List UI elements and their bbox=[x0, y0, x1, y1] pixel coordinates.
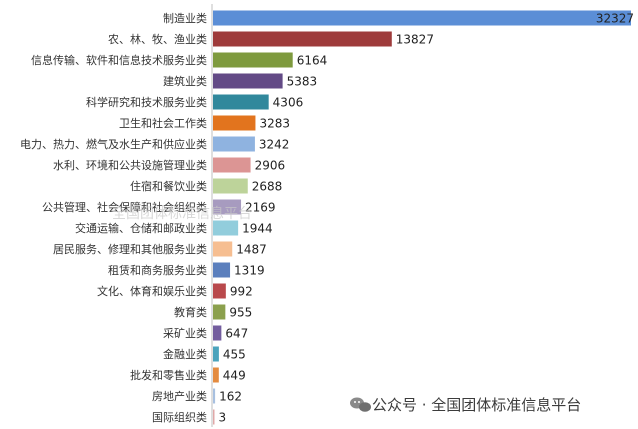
bar bbox=[213, 409, 215, 425]
value-label: 5383 bbox=[287, 75, 318, 89]
category-label: 金融业类 bbox=[163, 347, 207, 361]
bar bbox=[213, 94, 269, 110]
value-label: 32327 bbox=[596, 12, 634, 26]
value-label: 6164 bbox=[297, 54, 328, 68]
value-label: 1944 bbox=[242, 222, 273, 236]
wechat-icon bbox=[350, 397, 371, 412]
category-label: 租赁和商务服务业类 bbox=[108, 263, 207, 277]
category-label: 居民服务、修理和其他服务业类 bbox=[53, 242, 207, 256]
bar bbox=[213, 346, 219, 362]
category-label: 卫生和社会工作类 bbox=[119, 116, 207, 130]
value-label: 2688 bbox=[252, 180, 283, 194]
value-label: 4306 bbox=[273, 96, 304, 110]
bar bbox=[213, 367, 219, 383]
value-label: 3242 bbox=[259, 138, 290, 152]
bar bbox=[213, 31, 392, 47]
category-label: 文化、体育和娱乐业类 bbox=[97, 284, 207, 298]
category-label: 农、林、牧、渔业类 bbox=[108, 32, 207, 46]
value-label: 1487 bbox=[236, 243, 267, 257]
bar bbox=[213, 283, 226, 299]
value-label: 3283 bbox=[259, 117, 290, 131]
faint-watermark-text: 全国团体标准信息平台 bbox=[112, 205, 252, 222]
bar bbox=[213, 220, 239, 236]
category-label: 国际组织类 bbox=[152, 410, 207, 424]
category-label: 电力、热力、燃气及水生产和供应业类 bbox=[20, 137, 207, 151]
category-label: 批发和零售业类 bbox=[130, 368, 207, 382]
value-label: 1319 bbox=[234, 264, 265, 278]
bar bbox=[213, 52, 293, 68]
bar bbox=[213, 73, 283, 89]
bar bbox=[213, 157, 251, 173]
category-label: 科学研究和技术服务业类 bbox=[86, 95, 207, 109]
bar bbox=[213, 178, 248, 194]
category-label: 交通运输、仓储和邮政业类 bbox=[75, 221, 207, 235]
watermark: 公众号 · 全国团体标准信息平台 bbox=[350, 396, 581, 414]
value-label: 449 bbox=[223, 369, 246, 383]
watermark-text: 公众号 · 全国团体标准信息平台 bbox=[372, 396, 581, 414]
category-label: 房地产业类 bbox=[152, 389, 207, 403]
bar bbox=[213, 304, 226, 320]
bars-layer bbox=[213, 10, 631, 425]
category-label: 采矿业类 bbox=[163, 326, 207, 340]
category-label: 公共管理、社会保障和社会组织类 bbox=[42, 200, 207, 214]
value-labels-layer: 32327 13827 6164 5383 4306 3283 3242 2906 2688 21… bbox=[219, 12, 635, 425]
value-label: 2169 bbox=[245, 201, 276, 215]
value-label: 955 bbox=[229, 306, 252, 320]
category-label: 水利、环境和公共设施管理业类 bbox=[53, 158, 207, 172]
bar bbox=[213, 241, 233, 257]
bar bbox=[213, 199, 242, 215]
category-label: 建筑业类 bbox=[163, 74, 207, 88]
bar bbox=[213, 262, 231, 278]
value-label: 13827 bbox=[396, 33, 434, 47]
category-label: 教育类 bbox=[174, 305, 207, 319]
bar bbox=[213, 10, 631, 26]
value-label: 992 bbox=[230, 285, 253, 299]
category-label: 住宿和餐饮业类 bbox=[130, 179, 207, 193]
category-label: 制造业类 bbox=[163, 11, 207, 25]
value-label: 3 bbox=[219, 411, 227, 425]
bar bbox=[213, 325, 222, 341]
value-label: 2906 bbox=[255, 159, 286, 173]
category-labels-layer: 制造业类农、林、牧、渔业类信息传输、软件和信息技术服务业类建筑业类科学研究和技术… bbox=[20, 11, 207, 424]
bar bbox=[213, 115, 256, 131]
bar bbox=[213, 136, 255, 152]
bar bbox=[213, 388, 216, 404]
category-label: 信息传输、软件和信息技术服务业类 bbox=[31, 53, 207, 67]
value-label: 455 bbox=[223, 348, 246, 362]
value-label: 647 bbox=[225, 327, 248, 341]
value-label: 162 bbox=[219, 390, 242, 404]
